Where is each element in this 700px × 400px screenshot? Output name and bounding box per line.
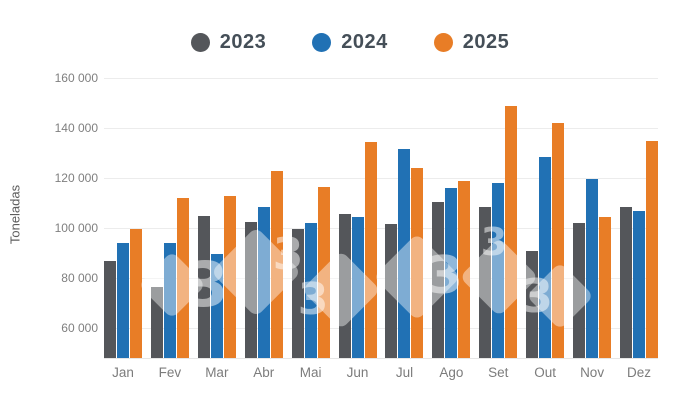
bar-2024-dez[interactable] — [633, 210, 645, 358]
bar-group-out — [526, 123, 565, 358]
x-tick-label: Ago — [439, 365, 464, 380]
bar-2023-mar[interactable] — [197, 215, 210, 358]
bar-2024-mar[interactable] — [210, 254, 223, 358]
bar-group-jan — [104, 229, 142, 358]
y-tick-label: 80 000 — [61, 271, 98, 285]
bar-group-dez — [620, 140, 658, 358]
bar-2025-mar[interactable] — [223, 195, 236, 358]
bar-2025-mai[interactable] — [317, 186, 330, 358]
legend-marker-icon — [312, 32, 332, 52]
bar-2024-jul[interactable] — [398, 149, 411, 358]
bar-group-jun — [338, 141, 377, 358]
gridline — [104, 78, 658, 79]
bar-2023-set[interactable] — [479, 206, 492, 358]
legend-label: 2025 — [462, 30, 510, 53]
bar-2023-ago[interactable] — [432, 201, 445, 358]
bar-2025-fev[interactable] — [176, 198, 189, 358]
x-tick-label: Out — [534, 365, 557, 380]
bar-group-set — [479, 105, 518, 358]
bar-2024-nov[interactable] — [586, 179, 599, 358]
bar-2023-mai[interactable] — [291, 229, 304, 358]
y-tick-label: 120 000 — [54, 171, 98, 185]
x-tick-label: Set — [488, 365, 509, 380]
bar-2024-mai[interactable] — [304, 223, 317, 358]
plot-area — [104, 70, 658, 359]
x-tick-label: Mai — [299, 365, 322, 380]
y-tick-label: 140 000 — [54, 121, 98, 135]
legend-label: 2024 — [341, 30, 388, 53]
bar-2023-nov[interactable] — [573, 223, 586, 358]
bar-2024-jun[interactable] — [351, 216, 364, 358]
x-tick-label: Jan — [112, 365, 134, 380]
x-tick-label: Jun — [346, 365, 369, 380]
bar-group-mar — [197, 195, 236, 358]
bar-group-abr — [244, 170, 283, 358]
bar-2025-jun[interactable] — [364, 141, 377, 358]
legend-item-2025[interactable]: 2025 — [433, 30, 510, 54]
bar-2023-abr[interactable] — [244, 221, 257, 358]
bar-2023-dez[interactable] — [620, 206, 632, 358]
legend-marker-icon — [433, 32, 453, 52]
x-tick-label: Abr — [253, 365, 275, 380]
gridline — [104, 278, 658, 279]
y-axis-title: Toneladas — [7, 184, 23, 245]
chart-legend: 2023 2024 2025 — [0, 26, 700, 58]
bar-2025-jan[interactable] — [130, 229, 142, 358]
gridline — [104, 328, 658, 329]
bar-2023-fev[interactable] — [150, 286, 163, 358]
y-tick-label: 160 000 — [54, 71, 98, 85]
bar-group-ago — [432, 180, 471, 358]
legend-item-2023[interactable]: 2023 — [190, 30, 267, 54]
gridline — [104, 228, 658, 229]
bar-2025-abr[interactable] — [270, 170, 283, 358]
bar-2024-abr[interactable] — [257, 206, 270, 358]
bar-group-jul — [385, 149, 424, 358]
x-tick-label: Jul — [395, 365, 414, 380]
bar-2025-ago[interactable] — [458, 180, 471, 358]
bar-2025-jul[interactable] — [411, 168, 424, 358]
bar-group-nov — [573, 179, 612, 358]
y-tick-label: 60 000 — [61, 321, 98, 335]
legend-marker-icon — [190, 32, 210, 52]
bar-group-mai — [291, 186, 330, 358]
bar-2024-ago[interactable] — [445, 188, 458, 358]
bar-2024-jan[interactable] — [117, 243, 129, 358]
bar-2024-set[interactable] — [492, 183, 505, 358]
gridline — [104, 128, 658, 129]
bar-2023-jun[interactable] — [338, 214, 351, 358]
bar-2023-jan[interactable] — [104, 260, 116, 358]
legend-item-2024[interactable]: 2024 — [312, 31, 388, 54]
x-tick-label: Fev — [158, 365, 182, 380]
y-tick-label: 100 000 — [54, 221, 98, 235]
bar-2024-fev[interactable] — [163, 243, 176, 358]
bar-2024-out[interactable] — [539, 156, 552, 358]
x-tick-label: Nov — [580, 365, 605, 380]
x-tick-label: Dez — [626, 365, 651, 380]
bar-2023-out[interactable] — [526, 250, 539, 358]
bar-2025-dez[interactable] — [646, 140, 658, 358]
bar-2023-jul[interactable] — [385, 224, 398, 358]
gridline — [104, 178, 658, 179]
legend-label: 2023 — [219, 30, 267, 53]
bar-group-fev — [150, 198, 189, 358]
bar-2025-set[interactable] — [505, 105, 518, 358]
x-tick-label: Mar — [205, 365, 229, 380]
bar-2025-nov[interactable] — [599, 216, 612, 358]
bar-2025-out[interactable] — [552, 123, 565, 358]
